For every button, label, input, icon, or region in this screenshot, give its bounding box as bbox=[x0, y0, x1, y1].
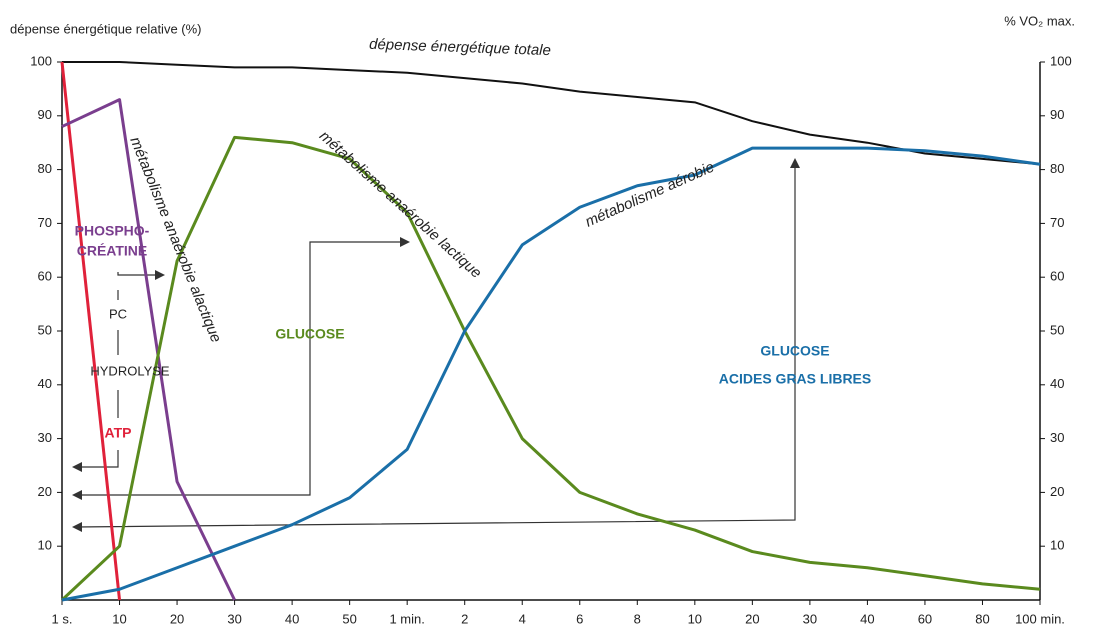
y-tick-label: 10 bbox=[38, 538, 52, 553]
y-axis-title: dépense énergétique relative (%) bbox=[10, 21, 202, 36]
x-tick-label: 10 bbox=[112, 611, 126, 626]
x-tick-label: 60 bbox=[918, 611, 932, 626]
y2-tick-label: 90 bbox=[1050, 107, 1064, 122]
x-tick-label: 80 bbox=[975, 611, 989, 626]
annotation: GLUCOSE bbox=[275, 326, 344, 342]
x-tick-label: 1 min. bbox=[389, 611, 424, 626]
y2-tick-label: 30 bbox=[1050, 430, 1064, 445]
annotation: CRÉATINE bbox=[77, 243, 148, 259]
annotation: PC bbox=[109, 306, 127, 321]
y2-tick-label: 70 bbox=[1050, 215, 1064, 230]
y-tick-label: 60 bbox=[38, 269, 52, 284]
x-tick-label: 30 bbox=[803, 611, 817, 626]
x-tick-label: 40 bbox=[285, 611, 299, 626]
arrow bbox=[76, 241, 405, 496]
y2-axis-title: % VO₂ max. bbox=[1004, 13, 1075, 28]
arrowhead bbox=[72, 462, 82, 472]
series-line bbox=[60, 135, 1041, 602]
x-tick-label: 50 bbox=[342, 611, 356, 626]
arrowhead bbox=[72, 522, 82, 532]
y2-tick-label: 10 bbox=[1050, 538, 1064, 553]
x-tick-label: 10 bbox=[688, 611, 702, 626]
series-line bbox=[61, 146, 1041, 602]
arrows bbox=[75, 165, 796, 528]
x-tick-label: 20 bbox=[745, 611, 759, 626]
y-tick-label: 30 bbox=[38, 430, 52, 445]
x-tick-label: 30 bbox=[227, 611, 241, 626]
arrowhead bbox=[400, 237, 410, 247]
x-tick-label: 2 bbox=[461, 611, 468, 626]
annotation: ATP bbox=[105, 425, 132, 441]
arrowheads bbox=[72, 158, 800, 532]
x-tick-label: 8 bbox=[634, 611, 641, 626]
series-line bbox=[61, 98, 236, 601]
y2-tick-label: 50 bbox=[1050, 322, 1064, 337]
y2-tick-label: 20 bbox=[1050, 484, 1064, 499]
arrow bbox=[78, 450, 119, 468]
y-tick-label: 80 bbox=[38, 161, 52, 176]
arrow bbox=[75, 165, 796, 528]
arrow bbox=[117, 272, 160, 276]
arrowhead bbox=[155, 270, 165, 280]
annotation: GLUCOSE bbox=[760, 343, 829, 359]
x-tick-label: 20 bbox=[170, 611, 184, 626]
arrowhead bbox=[790, 158, 800, 168]
x-tick-label: 4 bbox=[519, 611, 526, 626]
y-tick-label: 90 bbox=[38, 107, 52, 122]
y-tick-label: 40 bbox=[38, 376, 52, 391]
curve-label: métabolisme anaérobie lactique bbox=[316, 127, 485, 281]
x-tick-label: 1 s. bbox=[52, 611, 73, 626]
y-tick-label: 70 bbox=[38, 215, 52, 230]
series-line bbox=[62, 61, 1041, 166]
arrowhead bbox=[72, 490, 82, 500]
annotation: HYDROLYSE bbox=[90, 363, 170, 378]
y2-tick-label: 100 bbox=[1050, 53, 1072, 68]
annotation: ACIDES GRAS LIBRES bbox=[719, 371, 871, 387]
x-tick-label: 40 bbox=[860, 611, 874, 626]
y2-tick-label: 80 bbox=[1050, 161, 1064, 176]
annotation: PHOSPHO- bbox=[75, 223, 150, 239]
y2-tick-label: 60 bbox=[1050, 269, 1064, 284]
series-line bbox=[60, 61, 122, 601]
curve-label: dépense énergétique totale bbox=[369, 36, 551, 59]
y-tick-label: 100 bbox=[30, 53, 52, 68]
x-tick-label: 6 bbox=[576, 611, 583, 626]
y-tick-label: 20 bbox=[38, 484, 52, 499]
y-tick-label: 50 bbox=[38, 322, 52, 337]
y2-tick-label: 40 bbox=[1050, 376, 1064, 391]
x-tick-label: 100 min. bbox=[1015, 611, 1065, 626]
curve-label: métabolisme aérobie bbox=[583, 158, 717, 230]
